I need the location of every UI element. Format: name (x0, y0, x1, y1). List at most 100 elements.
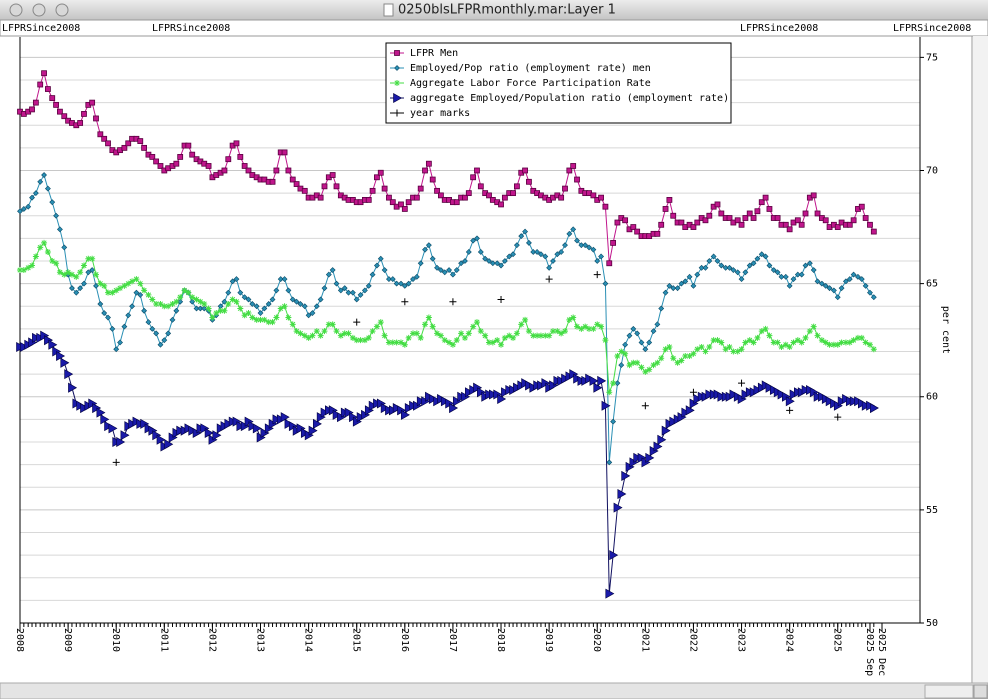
marker (658, 221, 665, 228)
marker (217, 307, 224, 314)
marker (726, 343, 733, 350)
marker (489, 339, 496, 346)
marker (365, 197, 372, 203)
marker (193, 305, 200, 312)
marker (233, 140, 240, 147)
marker (101, 135, 108, 142)
marker (630, 224, 637, 230)
marker (73, 289, 80, 296)
marker (617, 489, 627, 500)
marker (782, 273, 789, 280)
marker (25, 203, 32, 210)
marker (814, 332, 821, 339)
marker (669, 416, 679, 427)
marker (774, 339, 781, 346)
marker (702, 264, 709, 271)
marker (690, 224, 697, 230)
marker (782, 341, 789, 348)
marker (245, 310, 252, 317)
marker (765, 382, 775, 393)
marker (313, 328, 320, 335)
marker (410, 276, 416, 283)
marker (373, 323, 380, 330)
marker (486, 339, 493, 346)
marker (164, 439, 174, 450)
marker (562, 242, 568, 249)
marker (77, 285, 84, 292)
marker (137, 292, 144, 298)
marker (846, 339, 853, 346)
marker (698, 343, 705, 350)
marker (734, 269, 741, 276)
series (17, 172, 877, 466)
title-bar (0, 0, 988, 20)
marker (80, 403, 90, 414)
marker (44, 86, 51, 92)
marker (681, 407, 691, 418)
marker (285, 314, 292, 321)
resize-grip[interactable] (973, 684, 988, 699)
marker (662, 206, 669, 212)
marker (252, 423, 262, 434)
marker (798, 271, 805, 278)
marker (582, 323, 589, 330)
marker (602, 203, 609, 210)
marker (710, 337, 717, 344)
marker (176, 425, 186, 436)
marker (281, 149, 288, 156)
marker (614, 353, 621, 360)
marker (224, 418, 234, 429)
marker (730, 267, 737, 273)
marker (862, 282, 869, 289)
marker (790, 339, 797, 346)
marker (401, 341, 408, 348)
marker (165, 303, 172, 310)
marker (173, 298, 180, 305)
marker (666, 197, 673, 203)
marker (153, 158, 160, 165)
marker (137, 138, 144, 144)
marker (398, 280, 404, 287)
marker (213, 310, 220, 317)
marker (501, 194, 508, 201)
marker (789, 389, 799, 400)
marker (654, 359, 661, 366)
marker (296, 423, 306, 434)
zoom-button[interactable] (55, 3, 69, 17)
marker (398, 201, 404, 208)
marker (862, 215, 869, 221)
marker (241, 163, 248, 169)
marker (49, 95, 56, 101)
marker (722, 264, 729, 271)
legend-marker (393, 92, 403, 104)
marker (786, 226, 793, 233)
marker (609, 550, 619, 561)
marker (17, 208, 23, 215)
marker (766, 332, 773, 339)
marker (425, 242, 432, 249)
marker (205, 163, 212, 169)
marker (193, 296, 200, 303)
close-button[interactable] (9, 3, 23, 17)
marker (321, 183, 328, 190)
marker (345, 330, 352, 337)
marker (97, 301, 104, 307)
document-icon (383, 3, 394, 17)
marker (686, 273, 693, 280)
marker (429, 176, 436, 183)
marker (464, 387, 474, 398)
marker (281, 276, 288, 283)
marker (658, 305, 665, 312)
marker (658, 355, 665, 362)
header-label: LFPRSince2008 (2, 23, 80, 34)
marker (329, 321, 336, 328)
marker (329, 172, 336, 178)
marker (369, 187, 376, 194)
marker (477, 328, 484, 335)
marker (20, 206, 27, 212)
marker (277, 305, 284, 312)
marker (157, 163, 164, 169)
marker (855, 273, 861, 280)
marker (120, 430, 130, 441)
minimize-button[interactable] (32, 3, 46, 17)
